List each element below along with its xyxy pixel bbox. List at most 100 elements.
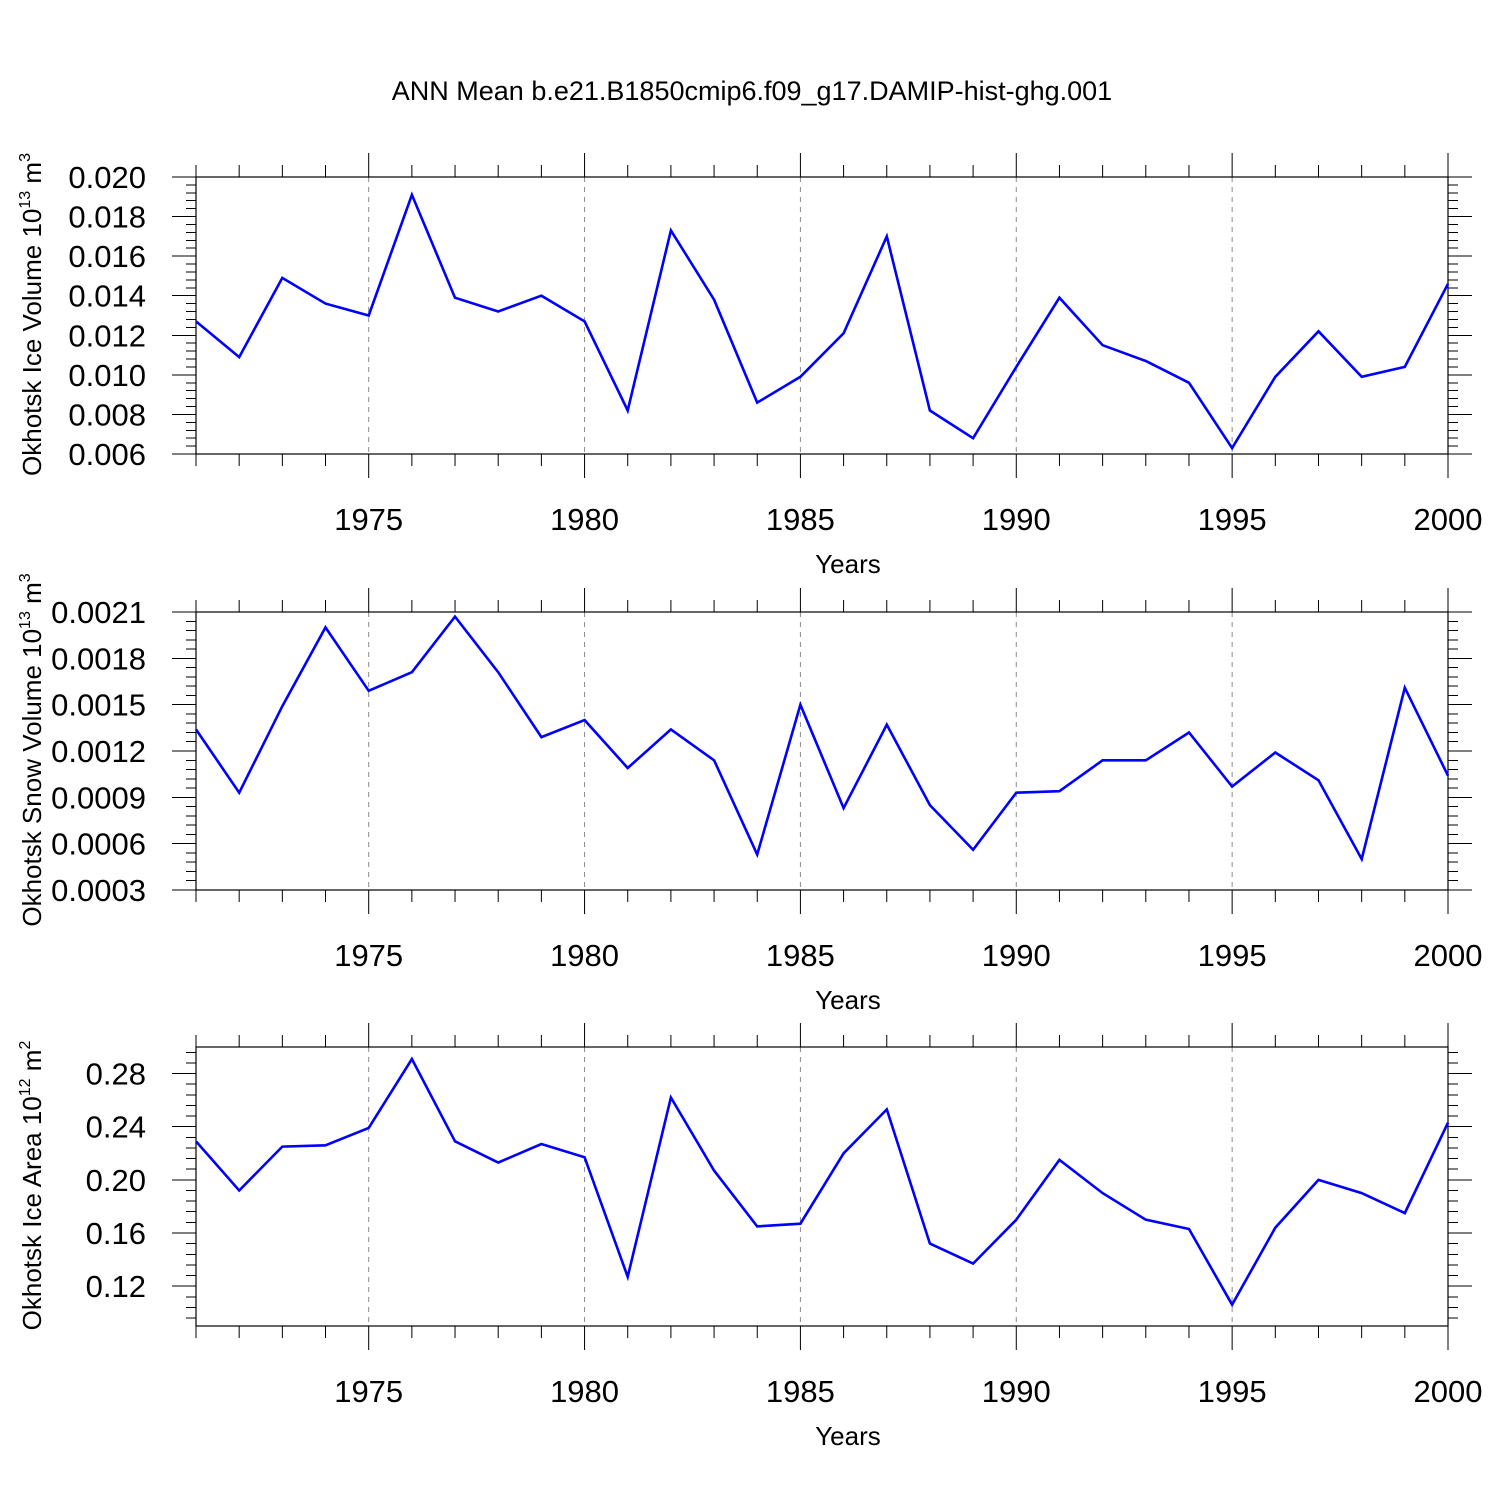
data-point [1360, 375, 1364, 379]
x-tick-label: 1985 [766, 938, 835, 973]
x-tick-label: 1990 [982, 502, 1051, 537]
y-tick-label: 0.016 [68, 239, 146, 274]
data-point [280, 276, 284, 280]
data-point [1144, 758, 1148, 762]
data-point [669, 727, 673, 731]
data-point [1230, 1303, 1234, 1307]
data-point [626, 409, 630, 413]
data-point [1014, 791, 1018, 795]
x-tick-label: 1995 [1198, 938, 1267, 973]
panel-3: 0.28 0.24 0.20 0.16 0.12 1975 1980 1985 1990 1995… [17, 1023, 1482, 1451]
y-tick-label: 0.0006 [51, 827, 146, 862]
data-point [1101, 1191, 1105, 1195]
data-point [410, 1057, 414, 1061]
plot-frame [195, 611, 1449, 891]
data-point [755, 401, 759, 405]
data-point [1273, 1226, 1277, 1230]
y-tick-label: 0.12 [86, 1269, 146, 1304]
data-point [583, 1155, 587, 1159]
y-tick-label: 0.0015 [51, 688, 146, 723]
data-point [755, 1224, 759, 1228]
data-point [928, 409, 932, 413]
data-point [1317, 778, 1321, 782]
data-point [583, 718, 587, 722]
data-point [1101, 758, 1105, 762]
data-point [1317, 329, 1321, 333]
data-point [453, 615, 457, 619]
y-tick-label: 0.008 [68, 398, 146, 433]
data-point [453, 296, 457, 300]
x-tick-label: 1985 [766, 1374, 835, 1409]
y-axis-title-exponent: 13 [17, 611, 34, 629]
series-line [195, 191, 1450, 451]
y-axis-title-unit: m [17, 162, 47, 191]
y-axis-title-exponent: 13 [17, 191, 34, 209]
y-axis-title-text: Okhotsk Snow Volume 10 [17, 629, 47, 927]
data-point [1187, 731, 1191, 735]
y-axis-title-unit-exponent: 2 [17, 1041, 34, 1050]
data-point [1057, 789, 1061, 793]
data-point [1403, 686, 1407, 690]
plot-frame [195, 1046, 1449, 1327]
x-tick-label: 1980 [550, 502, 619, 537]
data-point [1187, 1227, 1191, 1231]
data-point [971, 436, 975, 440]
data-point [194, 319, 198, 323]
x-tick-label: 2000 [1414, 502, 1483, 537]
data-point [496, 1161, 500, 1165]
y-tick-label: 0.018 [68, 200, 146, 235]
data-point [1446, 1121, 1450, 1125]
data-point [1403, 1211, 1407, 1215]
y-tick-label: 0.006 [68, 437, 146, 472]
data-point [539, 735, 543, 739]
data-point [1014, 1218, 1018, 1222]
data-point [194, 1139, 198, 1143]
data-point [410, 670, 414, 674]
data-point [928, 1242, 932, 1246]
y-axis-title-text: Okhotsk Ice Volume 10 [17, 209, 47, 476]
y-axis-title-unit-exponent: 3 [17, 153, 34, 162]
data-point [1446, 774, 1450, 778]
panel-2: 0.0021 0.0018 0.0015 0.0012 0.0009 0.0006 0.00… [17, 573, 1482, 1015]
data-point [539, 294, 543, 298]
data-point [1230, 785, 1234, 789]
y-axis-title: Okhotsk Ice Volume 1013 m3 [17, 153, 47, 476]
x-tick-label: 1990 [982, 938, 1051, 973]
y-tick-label: 0.0009 [51, 781, 146, 816]
data-point [842, 806, 846, 810]
y-axis-title-unit: m [17, 1050, 47, 1079]
data-point [1187, 381, 1191, 385]
data-point [583, 319, 587, 323]
x-tick-label: 1975 [334, 938, 403, 973]
data-point [1014, 365, 1018, 369]
data-point [539, 1142, 543, 1146]
x-tick-label: 1980 [550, 938, 619, 973]
data-point [885, 234, 889, 238]
data-point [669, 1096, 673, 1100]
data-point [280, 1145, 284, 1149]
data-point [367, 314, 371, 318]
data-point [1144, 359, 1148, 363]
panels-container: 0.020 0.018 0.016 0.014 0.012 0.010 0.008 0.006… [17, 153, 1482, 1451]
data-point [798, 703, 802, 707]
y-tick-label: 0.16 [86, 1216, 146, 1251]
x-tick-label: 1975 [334, 502, 403, 537]
data-point [626, 766, 630, 770]
data-point [324, 625, 328, 629]
data-point [324, 302, 328, 306]
data-point [496, 310, 500, 314]
data-point [1446, 282, 1450, 286]
data-point [194, 727, 198, 731]
y-tick-label: 0.0003 [51, 873, 146, 908]
x-tick-label: 1995 [1198, 502, 1267, 537]
data-point [1403, 365, 1407, 369]
data-point [1273, 375, 1277, 379]
y-tick-label: 0.014 [68, 279, 146, 314]
data-point [496, 670, 500, 674]
y-axis-title-exponent: 12 [17, 1078, 34, 1096]
data-point [237, 791, 241, 795]
data-point [1273, 751, 1277, 755]
data-point [1360, 857, 1364, 861]
x-tick-label: 2000 [1414, 1374, 1483, 1409]
panel-1: 0.020 0.018 0.016 0.014 0.012 0.010 0.008 0.006… [17, 153, 1482, 579]
